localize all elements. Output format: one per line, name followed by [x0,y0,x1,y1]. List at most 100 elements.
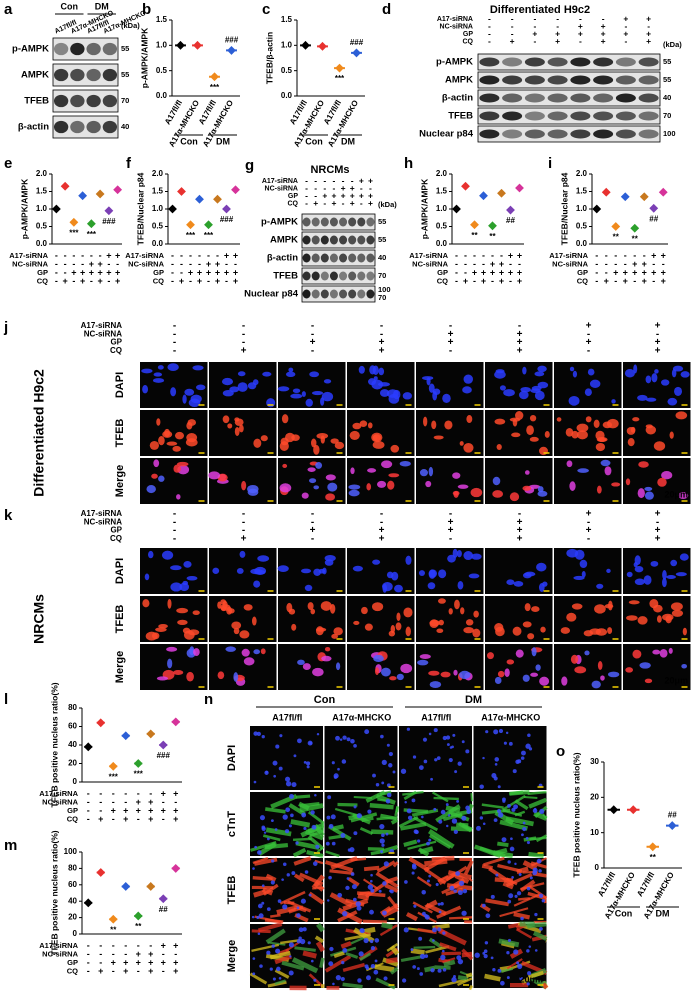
cell [520,386,531,393]
cell [217,671,225,680]
blot-band [502,57,523,67]
nucleus [509,846,515,852]
condition-name: GP [110,526,122,535]
nucleus [271,944,275,948]
condition-sign: + [517,250,522,260]
blot-band [570,111,591,121]
cell [438,569,447,579]
nucleus [511,807,516,812]
nucleus [282,814,288,820]
nucleus [333,775,338,779]
blot-band [357,271,366,281]
cell [324,554,336,562]
cell [301,391,306,397]
group-label: Con [305,136,323,146]
panel-letter: j [3,319,8,336]
cell [388,473,400,478]
condition-sign: + [642,267,647,277]
cell [164,428,171,438]
blot-row-name: β-actin [267,253,298,264]
condition-sign: + [623,28,628,38]
tissue-fiber [392,861,399,868]
nucleus [296,939,301,944]
nucleus [265,770,268,774]
nucleus [288,970,294,976]
mean-marker [175,40,186,50]
condition-sign: - [55,259,58,269]
blot-band [357,235,366,245]
condition-sign: - [380,509,383,520]
tissue-fiber [535,834,548,843]
tissue-fiber [457,975,469,981]
panel-title: Differentiated H9c2 [31,369,47,497]
cell [212,567,220,574]
cell [386,571,394,579]
cell [666,574,676,579]
cell [184,388,195,396]
nucleus [326,815,331,820]
condition-name: GP [110,338,122,347]
cell [679,553,689,561]
group-label: DM [95,1,109,11]
condition-sign: - [455,259,458,269]
cell [442,393,451,404]
condition-sign: - [72,259,75,269]
condition-sign: + [508,267,513,277]
nucleus [296,906,300,910]
nucleus [512,769,517,774]
condition-sign: + [472,267,477,277]
micrograph [324,726,398,790]
nucleus [340,976,345,982]
nucleus [381,843,385,847]
cell [395,622,402,631]
cell [285,371,296,378]
mean-marker [222,204,231,214]
tissue-fiber [281,960,305,971]
blot-band [366,217,375,227]
nucleus [482,756,485,760]
blot-band [547,75,568,85]
tissue-fiber [465,972,473,978]
cell [473,610,479,618]
tissue-fiber [379,924,398,937]
cell [403,607,413,618]
y-tick-label: 0.0 [436,239,448,248]
tissue-fiber [416,876,432,888]
nucleus [385,832,389,836]
micrograph [623,548,691,594]
cell [634,578,645,586]
cell [565,428,574,437]
nucleus [296,913,301,918]
condition-sign: - [112,788,115,798]
tissue-fiber [481,803,504,809]
condition-sign: - [99,949,102,959]
nucleus [329,946,334,952]
nucleus [411,798,416,803]
row-label: Merge [114,465,126,497]
cell [656,615,662,623]
y-tick-label: 1.0 [156,40,168,49]
cell [535,664,541,671]
cell [463,374,473,384]
condition-name: CQ [463,38,474,45]
nucleus [514,862,517,866]
tissue-fiber [342,962,366,973]
nucleus [282,904,288,910]
condition-sign: + [161,788,166,798]
condition-sign: + [98,966,103,976]
cell [448,608,453,615]
nucleus [259,964,263,968]
y-tick-label: 0.0 [152,239,164,248]
condition-sign: + [586,509,592,520]
condition-sign: - [509,276,512,286]
y-tick-label: 1.5 [436,187,448,196]
nucleus [359,928,364,933]
y-tick-label: 1.0 [152,204,164,213]
y-tick-label: 0.0 [281,91,293,100]
tissue-fiber [443,959,456,967]
blot-strip [477,107,661,125]
panel-letter: l [4,691,8,708]
condition-sign: - [87,788,90,798]
condition-sign: - [488,36,491,46]
nucleus [355,901,361,907]
